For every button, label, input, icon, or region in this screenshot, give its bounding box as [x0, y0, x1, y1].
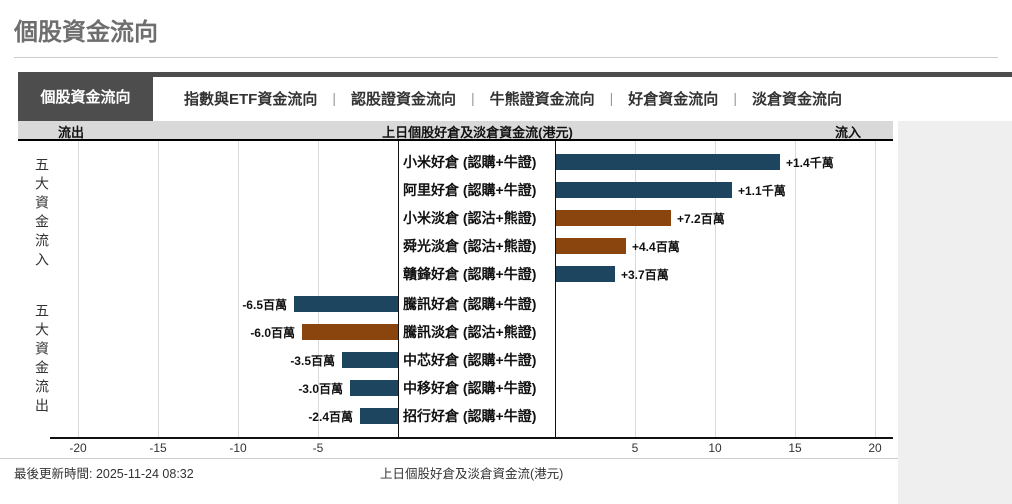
row-label: 中移好倉 (認購+牛證) [403, 380, 537, 396]
group-label-inflow: 五大資金流入 [34, 157, 50, 271]
row-label: 小米淡倉 (認沽+熊證) [403, 210, 537, 226]
flow-bar [302, 324, 398, 340]
bar-value-label: +7.2百萬 [677, 211, 725, 226]
flow-bar [556, 210, 671, 226]
footer-divider [0, 458, 898, 459]
flow-bar [556, 238, 626, 254]
bar-value-label: -6.5百萬 [242, 297, 287, 312]
gridline [795, 141, 796, 437]
tab-separator: | [332, 90, 336, 106]
outflow-header-label: 流出 [58, 125, 85, 140]
row-label: 贛鋒好倉 (認購+牛證) [403, 266, 537, 282]
bar-value-label: +4.4百萬 [632, 239, 680, 254]
bar-value-label: +1.1千萬 [738, 183, 786, 198]
tab-separator: | [733, 90, 737, 106]
tab-item[interactable]: 好倉資金流向 [628, 90, 719, 108]
row-label: 舜光淡倉 (認沽+熊證) [403, 238, 537, 254]
x-axis-line [50, 437, 893, 439]
row-label: 招行好倉 (認購+牛證) [403, 408, 537, 424]
bar-value-label: -3.5百萬 [290, 353, 335, 368]
row-label: 中芯好倉 (認購+牛證) [403, 352, 537, 368]
gridline [158, 141, 159, 437]
x-tick-label: -15 [149, 441, 167, 455]
tab-separator: | [609, 90, 614, 106]
flow-bar [556, 266, 615, 282]
bar-value-label: -2.4百萬 [308, 409, 353, 424]
bar-value-label: +3.7百萬 [621, 267, 669, 282]
row-label: 騰訊淡倉 (認沽+熊證) [403, 324, 537, 340]
gridline [78, 141, 79, 437]
flow-bar [350, 380, 398, 396]
tab-bar-top-strip [18, 72, 1012, 77]
bar-value-label: -3.0百萬 [298, 381, 343, 396]
flow-bar [342, 352, 398, 368]
zero-axis-left [398, 141, 399, 437]
gridline [238, 141, 239, 437]
tab-bar: 指數與ETF資金流向 | 認股證資金流向 | 牛熊證資金流向 | 好倉資金流向 | 淡倉資金流向 [153, 77, 857, 119]
row-label: 小米好倉 (認購+牛證) [403, 154, 537, 170]
gridline [715, 141, 716, 437]
x-tick-label: -10 [229, 441, 247, 455]
page-title: 個股資金流向 [14, 19, 158, 46]
x-tick-label: 20 [868, 441, 882, 455]
title-divider [14, 57, 998, 58]
x-tick-label: -20 [69, 441, 87, 455]
right-margin-strip [898, 121, 1012, 504]
tab-item[interactable]: 認股證資金流向 [350, 90, 456, 108]
tab-item[interactable]: 牛熊證資金流向 [489, 90, 595, 108]
group-label-outflow: 五大資金流出 [34, 303, 50, 417]
tab-item-active[interactable]: 個股資金流向 [18, 72, 153, 121]
row-label: 阿里好倉 (認購+牛證) [403, 182, 537, 198]
x-tick-label: 5 [631, 441, 639, 455]
x-tick-label: -5 [312, 441, 324, 455]
row-label: 騰訊好倉 (認購+牛證) [403, 296, 537, 312]
flow-bar [360, 408, 398, 424]
tab-item[interactable]: 淡倉資金流向 [751, 90, 842, 108]
flow-bar [556, 182, 732, 198]
bar-value-label: +1.4千萬 [786, 155, 834, 170]
gridline [318, 141, 319, 437]
bar-value-label: -6.0百萬 [250, 325, 295, 340]
tab-separator: | [471, 90, 475, 106]
chart-title: 上日個股好倉及淡倉資金流(港元) [382, 125, 573, 140]
inflow-header-label: 流入 [834, 125, 861, 140]
gridline [875, 141, 876, 437]
x-tick-label: 15 [788, 441, 802, 455]
tab-item[interactable]: 指數與ETF資金流向 [184, 90, 318, 108]
gridline [635, 141, 636, 437]
chart-header: 流出 上日個股好倉及淡倉資金流(港元) 流入 [18, 121, 893, 141]
flow-bar [294, 296, 398, 312]
footer-caption: 上日個股好倉及淡倉資金流(港元) [380, 467, 564, 481]
flow-bar [556, 154, 780, 170]
x-tick-label: 10 [708, 441, 722, 455]
zero-axis-right [555, 141, 556, 437]
last-update-timestamp: 最後更新時間: 2025-11-24 08:32 [14, 467, 194, 481]
